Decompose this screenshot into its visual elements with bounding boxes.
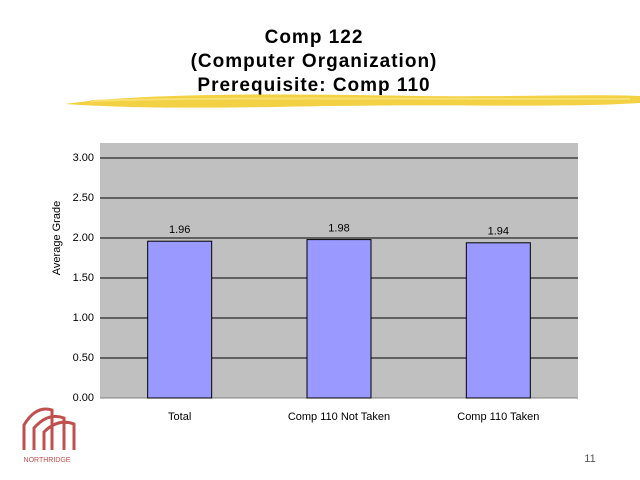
title-underline-highlight [89, 97, 631, 102]
logo-arch [42, 420, 76, 450]
y-tick-label: 0.50 [73, 352, 94, 364]
x-tick-label: Total [168, 411, 191, 423]
bar [147, 240, 213, 399]
logo: NORTHRIDGE [22, 407, 76, 464]
y-tick-label: 1.00 [73, 312, 94, 324]
bar [306, 239, 372, 399]
logo-arch [22, 407, 54, 450]
value-label: 1.98 [328, 223, 349, 235]
x-tick-label: Comp 110 Taken [457, 411, 539, 423]
value-label: 1.94 [488, 226, 509, 238]
value-label: 1.96 [169, 224, 190, 236]
slide-number: 11 [584, 453, 595, 465]
logo-arch [32, 414, 66, 450]
y-tick-label: 2.00 [73, 232, 94, 244]
x-tick-label: Comp 110 Not Taken [288, 411, 390, 423]
bar [465, 242, 531, 399]
y-tick-label: 2.50 [73, 192, 94, 204]
y-tick-label: 1.50 [73, 272, 94, 284]
title-underline [65, 94, 640, 108]
title-line: Comp 122 [265, 27, 364, 48]
y-axis-title: Average Grade [51, 201, 63, 275]
title-group: Comp 122 (Computer Organization) Prerequ… [191, 27, 438, 96]
y-tick-label: 3.00 [73, 152, 94, 164]
y-tick-label: 0.00 [73, 392, 94, 404]
logo-text: NORTHRIDGE [24, 457, 71, 464]
title-line: Prerequisite: Comp 110 [197, 75, 430, 96]
title-line: (Computer Organization) [191, 51, 438, 72]
